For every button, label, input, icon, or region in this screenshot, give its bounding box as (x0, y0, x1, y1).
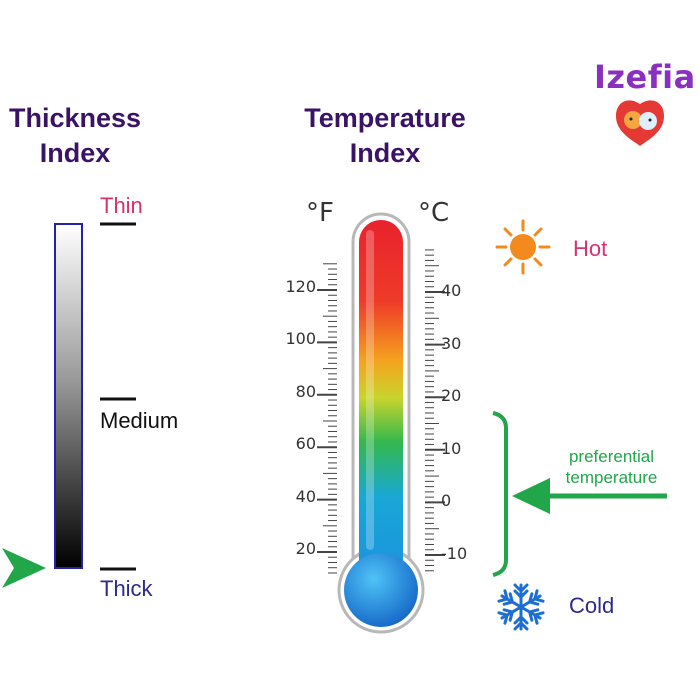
celsius-tick-label: -10 (441, 544, 468, 563)
celsius-unit: °C (418, 198, 450, 228)
fahrenheit-tick-label: 20 (295, 539, 316, 558)
thermometer-fill (359, 220, 403, 590)
preferential-arrow-icon (512, 478, 667, 514)
preferential-label-line2: temperature (565, 468, 658, 487)
thin-label: Thin (100, 193, 143, 218)
fahrenheit-tick-label: 80 (295, 381, 316, 401)
thickness-pointer-icon (2, 548, 46, 588)
logo-mascot-icon (616, 100, 664, 146)
fahrenheit-tick-label: 120 (285, 277, 316, 296)
thickness-title-line1: Thickness (8, 103, 142, 133)
thick-label: Thick (100, 576, 153, 601)
thickness-title: Thickness Index (0, 101, 150, 171)
preferential-label: preferential temperature (544, 446, 679, 488)
hot-label: Hot (573, 236, 608, 261)
celsius-tick-label: 30 (441, 333, 462, 353)
fahrenheit-unit: °F (306, 198, 334, 228)
celsius-tick-label: 20 (441, 386, 462, 406)
fahrenheit-tick-label: 40 (295, 486, 316, 506)
fahrenheit-tick-label: 60 (295, 434, 316, 454)
brand-logo: Izefia (594, 58, 696, 96)
celsius-scale (425, 249, 445, 572)
thickness-scale (2, 222, 136, 588)
temperature-title: Temperature Index (285, 101, 485, 171)
preferential-bracket (492, 411, 508, 577)
thermometer (337, 212, 425, 634)
celsius-tick-label: 0 (441, 491, 452, 511)
cold-label: Cold (569, 593, 615, 618)
temperature-title-line1: Temperature (304, 103, 466, 133)
fahrenheit-scale (317, 263, 337, 574)
thickness-bar (54, 223, 83, 569)
medium-label: Medium (100, 408, 179, 433)
preferential-label-line1: preferential (568, 447, 655, 466)
thermometer-highlight (366, 230, 374, 550)
snowflake-icon (497, 583, 545, 631)
temperature-title-line2: Index (349, 138, 421, 168)
celsius-tick-label: 10 (441, 438, 462, 458)
celsius-tick-label: 40 (441, 281, 462, 300)
sun-icon (495, 219, 551, 275)
thickness-title-line2: Index (39, 138, 111, 168)
thermometer-bulb (344, 553, 418, 627)
fahrenheit-tick-label: 100 (285, 329, 316, 349)
